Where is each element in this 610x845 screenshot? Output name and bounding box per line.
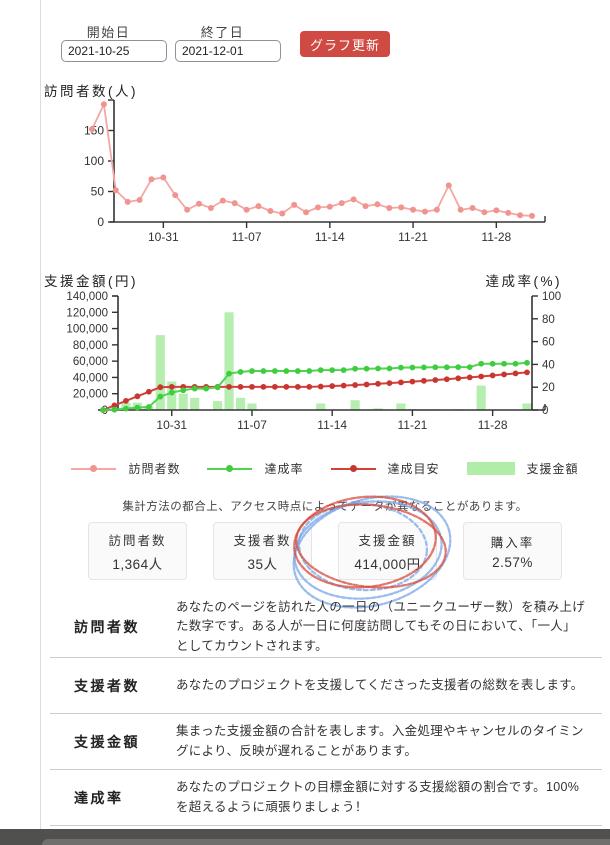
charts-canvas: 05010015010-3111-0711-1411-2111-28020,00… [66,99,561,432]
definition-description: あなたのプロジェクトを支援してくださった支援者の総数を表します。 [176,677,584,692]
svg-text:140,000: 140,000 [66,291,108,303]
svg-text:11-14: 11-14 [315,230,345,244]
legend-line-swatch [71,465,117,472]
funding-bar [190,397,200,410]
legend-line-swatch [207,465,253,472]
stat-value: 35人 [247,556,278,572]
svg-text:11-14: 11-14 [317,418,347,432]
svg-text:120,000: 120,000 [66,307,108,319]
stat-box: 訪問者数 1,364人 [88,522,187,580]
funding-bar [224,312,234,410]
stat-box: 支援者数 35人 [213,522,312,580]
target-line [102,371,528,411]
legend-label: 達成率 [264,462,304,476]
svg-text:60: 60 [542,337,555,349]
funding-bar [155,335,165,410]
svg-text:80: 80 [542,314,555,326]
stat-value: 414,000円 [354,556,421,572]
funding-bar [235,397,246,410]
svg-text:100: 100 [542,291,561,303]
definition-term: 達成率 [74,789,124,806]
stats-row: 訪問者数 1,364人 支援者数 35人 支援金額 414,000円 購入率 2.57% [40,522,610,580]
end-date-label: 終了日 [200,25,245,40]
funding-bar [396,403,406,410]
svg-text:100,000: 100,000 [66,324,108,336]
legend-item-bar: 支援金額 [466,460,579,477]
svg-text:11-28: 11-28 [478,418,508,432]
svg-text:11-21: 11-21 [398,230,428,244]
svg-text:80,000: 80,000 [73,340,108,352]
definition-description: 集まった支援金額の合計を表します。入金処理やキャンセルのタイミングにより、反映が… [176,724,584,758]
legend-label: 訪問者数 [128,462,181,476]
start-date-label: 開始日 [86,25,131,40]
stat-label: 支援者数 [233,533,292,548]
stat-label: 支援金額 [358,533,417,548]
definition-term: 支援者数 [74,677,140,694]
legend-label: 支援金額 [526,462,579,476]
definition-description: あなたのプロジェクトの目標金額に対する支援総額の割合です。100%を超えるように… [176,780,580,814]
funding-bar [350,400,360,410]
stat-box: 購入率 2.57% [463,522,562,580]
funding-bar [178,393,188,410]
svg-text:11-07: 11-07 [232,230,262,244]
data-note: 集計方法の都合上、アクセス時点によってデータが異なることがあります。 [122,501,528,513]
svg-text:40: 40 [542,359,555,371]
svg-text:10-31: 10-31 [148,230,179,244]
bottom-bar-inner [42,839,610,845]
visitors-chart-title: 訪問者数(人) [44,84,138,99]
legend-label: 達成目安 [387,462,440,476]
visitors-line [91,103,533,217]
svg-text:20,000: 20,000 [73,389,108,401]
definitions-table: 訪問者数 あなたのページを訪れた人の一日の（ユニークユーザー数）を積み上げた数字で… [40,597,610,827]
legend-bar-swatch [466,462,515,475]
chart-legend: 訪問者数 達成率 達成目安 支援金額 [40,460,610,477]
definition-term: 支援金額 [74,733,140,750]
legend-item-line: 訪問者数 [71,460,180,477]
stat-value: 2.57% [492,555,533,570]
definition-row: 達成率 あなたのプロジェクトの目標金額に対する支援総額の割合です。100%を超える… [50,770,602,827]
funding-bar [476,385,486,410]
funding-bar [167,381,177,410]
legend-item-line: 達成率 [207,460,303,477]
legend-item-line: 達成目安 [330,460,440,477]
legend-line-swatch [330,465,376,472]
svg-text:100: 100 [84,154,104,168]
stat-label: 購入率 [490,536,535,550]
svg-text:0: 0 [542,405,548,417]
definition-row: 支援者数 あなたのプロジェクトを支援してくださった支援者の総数を表します。 [50,658,602,715]
stat-label: 訪問者数 [108,533,167,548]
start-date-input[interactable] [61,40,167,62]
achievement-axis-title-right: 達成率(%) [485,274,562,289]
definition-term: 訪問者数 [74,619,140,636]
definition-row: 訪問者数 あなたのページを訪れた人の一日の（ユニークユーザー数）を積み上げた数字で… [50,597,602,659]
svg-text:40,000: 40,000 [73,372,108,384]
svg-text:60,000: 60,000 [73,356,108,368]
funding-axis-title-left: 支援金額(円) [44,274,138,289]
stat-box: 支援金額 414,000円 [338,522,437,580]
svg-text:11-21: 11-21 [397,418,427,432]
definition-description: あなたのページを訪れた人の一日の（ユニークユーザー数）を積み上げた数字です。ある… [176,600,586,653]
funding-bar [373,408,383,410]
funding-bar [316,403,326,410]
svg-text:10-31: 10-31 [156,418,187,432]
bottom-bar [0,829,610,845]
svg-text:0: 0 [97,215,104,229]
svg-text:50: 50 [91,185,105,199]
funding-bar [247,403,257,410]
funding-bar [522,403,532,410]
svg-text:11-07: 11-07 [237,418,267,432]
end-date-input[interactable] [175,40,281,62]
left-border-line [40,0,41,845]
stat-value: 1,364人 [112,556,163,572]
update-graph-button[interactable]: グラフ更新 [300,31,391,57]
funding-bar [212,401,223,410]
svg-text:11-28: 11-28 [481,230,511,244]
definition-row: 支援金額 集まった支援金額の合計を表します。入金処理やキャンセルのタイミングにより… [50,714,602,771]
svg-text:20: 20 [542,382,555,394]
